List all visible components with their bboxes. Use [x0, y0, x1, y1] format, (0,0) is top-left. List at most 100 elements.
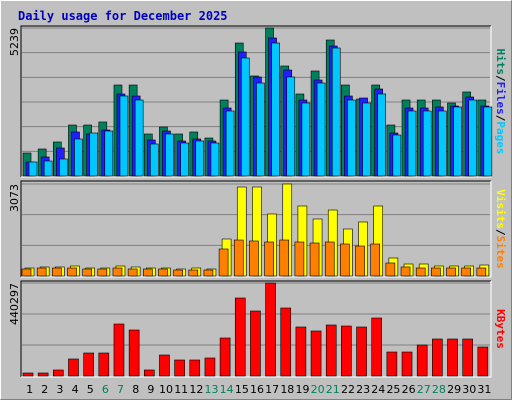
- bar: [82, 268, 92, 277]
- x-tick-label: 14: [220, 383, 234, 396]
- y-tick-label: 440297: [8, 283, 21, 325]
- x-tick-label: 2: [41, 383, 48, 396]
- bar: [371, 317, 383, 377]
- bar: [98, 352, 110, 377]
- bar: [189, 359, 201, 377]
- x-tick-label: 12: [189, 383, 203, 396]
- bar: [347, 99, 356, 177]
- bar: [431, 267, 441, 277]
- bar: [355, 245, 365, 277]
- x-tick-label: 18: [280, 383, 294, 396]
- bar: [356, 326, 367, 377]
- bar: [97, 268, 108, 277]
- bar: [112, 267, 123, 277]
- bar: [83, 352, 94, 377]
- bar: [174, 359, 185, 377]
- bar: [165, 133, 174, 177]
- x-tick-label: 29: [447, 383, 461, 396]
- x-tick-label: 11: [174, 383, 188, 396]
- legend: Visits/Sites: [494, 189, 507, 269]
- bar: [37, 372, 49, 377]
- x-tick-label: 24: [371, 383, 385, 396]
- legend-entry: Hits: [494, 49, 507, 76]
- bar: [158, 268, 168, 277]
- bar: [218, 248, 229, 277]
- x-tick-label: 23: [356, 383, 370, 396]
- bar: [294, 241, 305, 277]
- bar: [28, 161, 38, 177]
- legend-entry: KBytes: [494, 309, 507, 349]
- bar: [377, 93, 387, 177]
- bar: [249, 240, 259, 277]
- x-tick-label: 1: [26, 383, 33, 396]
- bar: [210, 142, 220, 177]
- bar: [401, 351, 413, 377]
- panel-bevel-light: [21, 281, 492, 378]
- bar: [74, 138, 83, 177]
- bar: [21, 268, 32, 277]
- bar: [407, 110, 417, 177]
- panel-bevel-dark: [20, 180, 491, 277]
- bar: [159, 354, 170, 377]
- bar: [476, 267, 487, 277]
- bar: [142, 268, 153, 277]
- bar: [316, 82, 326, 177]
- x-tick-label: 27: [417, 383, 431, 396]
- bar: [67, 267, 77, 277]
- bar: [309, 242, 320, 277]
- bar: [280, 307, 292, 377]
- panel-bevel-dark: [20, 25, 491, 177]
- bar: [468, 99, 477, 177]
- bar: [310, 330, 322, 377]
- x-tick-label: 5: [87, 383, 94, 396]
- bar: [219, 337, 231, 377]
- legend-separator: /: [494, 115, 507, 122]
- bar: [225, 110, 235, 177]
- bar: [422, 110, 432, 177]
- bar: [233, 239, 244, 277]
- y-tick-label: 3073: [8, 184, 21, 212]
- bar: [301, 102, 311, 177]
- bar: [279, 239, 290, 277]
- bar: [446, 267, 456, 277]
- x-tick-label: 15: [235, 383, 249, 396]
- x-tick-label: 17: [265, 383, 279, 396]
- bar: [462, 338, 473, 377]
- bar: [250, 310, 261, 377]
- legend-entry: Files: [494, 82, 507, 115]
- bar: [286, 76, 296, 177]
- bar: [134, 99, 144, 177]
- bar: [127, 268, 138, 277]
- x-tick-label: 25: [386, 383, 400, 396]
- x-tick-label: 21: [326, 383, 340, 396]
- x-tick-label: 7: [117, 383, 124, 396]
- x-tick-label: 9: [147, 383, 154, 396]
- panel-bevel-light: [21, 26, 492, 178]
- bar: [415, 267, 426, 277]
- bar: [461, 267, 471, 277]
- x-tick-label: 3: [56, 383, 63, 396]
- chart-title: Daily usage for December 2025: [18, 9, 228, 23]
- bar: [104, 130, 114, 177]
- bar: [432, 338, 443, 377]
- bar: [128, 329, 140, 377]
- bar: [265, 282, 276, 377]
- legend: Hits/Files/Pages: [494, 49, 507, 155]
- x-tick-label: 26: [402, 383, 416, 396]
- x-tick-label: 8: [132, 383, 139, 396]
- bar: [340, 243, 350, 277]
- bar: [89, 132, 98, 177]
- bar: [173, 269, 183, 277]
- bar: [386, 351, 398, 377]
- bar: [195, 140, 205, 177]
- bar: [447, 338, 458, 377]
- bar: [385, 262, 396, 277]
- bar: [59, 158, 68, 177]
- legend-entry: Pages: [494, 121, 507, 154]
- bar: [324, 241, 335, 277]
- bar: [234, 297, 246, 377]
- bar: [483, 106, 493, 177]
- x-tick-label: 6: [102, 383, 109, 396]
